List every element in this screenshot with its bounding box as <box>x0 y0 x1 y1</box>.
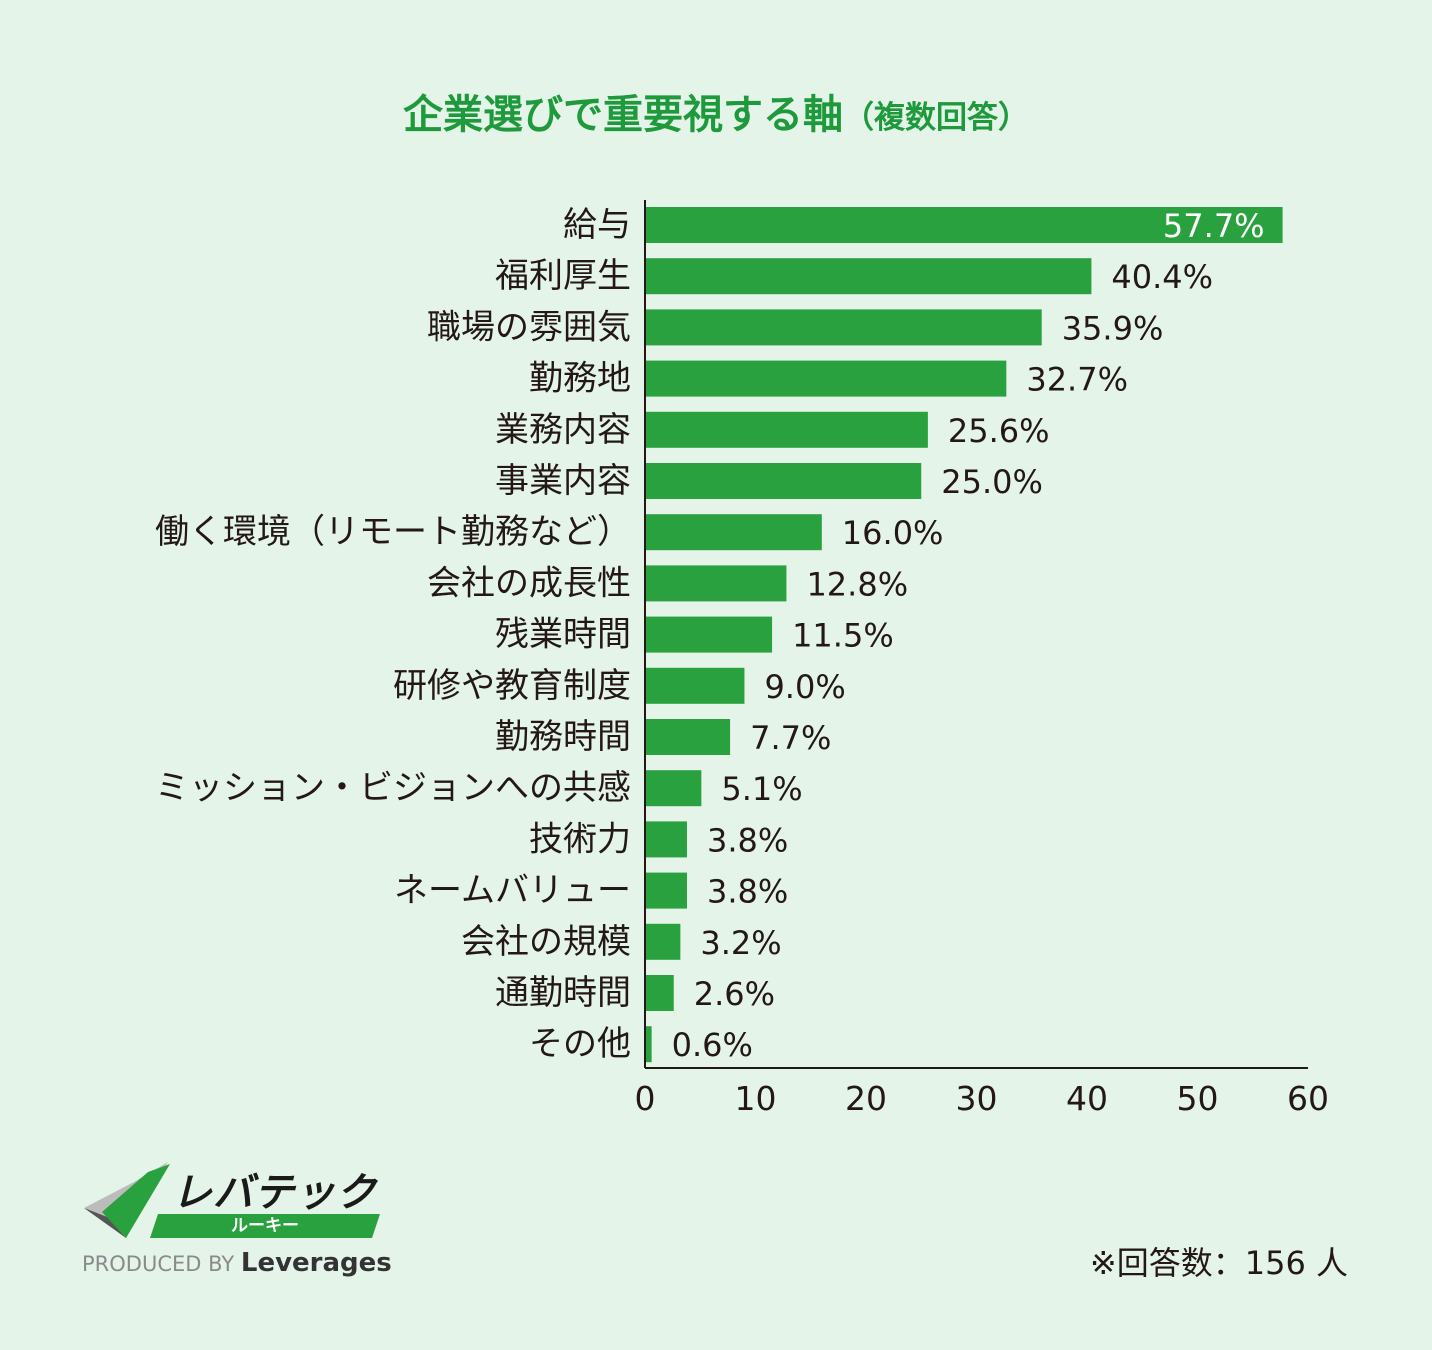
category-label: 技術力 <box>529 819 631 859</box>
x-tick-label: 40 <box>1066 1079 1108 1118</box>
value-label: 35.9% <box>1062 309 1164 347</box>
value-label: 25.0% <box>941 463 1043 501</box>
value-label: 3.8% <box>707 821 788 859</box>
value-label: 40.4% <box>1111 258 1213 296</box>
bar <box>645 719 731 755</box>
value-label: 7.7% <box>750 719 831 757</box>
x-tick-label: 30 <box>956 1079 998 1118</box>
bar <box>645 616 773 653</box>
value-label: 9.0% <box>764 668 845 706</box>
value-label: 12.8% <box>806 565 908 603</box>
bar <box>645 975 674 1011</box>
category-label: 通勤時間 <box>495 973 631 1013</box>
bar-chart: 給与 57.7% 福利厚生 40.4% 職場の雰囲気 35.9% 勤務地 32.7% 業務内容 2… <box>155 200 1329 1118</box>
chart-title-sub: （複数回答） <box>843 100 1029 136</box>
value-label: 57.7% <box>1163 207 1265 245</box>
brand-ribbon <box>150 1214 380 1238</box>
value-label: 32.7% <box>1026 361 1128 399</box>
category-label: 業務内容 <box>495 410 631 450</box>
category-label: 給与 <box>563 205 631 245</box>
value-label: 16.0% <box>842 514 944 552</box>
response-count-note: ※回答数：156 人 <box>1089 1244 1348 1282</box>
category-label: 残業時間 <box>495 615 631 655</box>
category-label: 会社の成長性 <box>427 563 631 603</box>
category-label: ミッション・ビジョンへの共感 <box>155 768 631 808</box>
bar <box>645 770 702 807</box>
bar <box>645 463 922 499</box>
chart-title-main: 企業選びで重要視する軸 <box>403 92 843 138</box>
leverages-logo-icon <box>84 1162 170 1238</box>
produced-by-label: PRODUCED BY <box>82 1252 235 1276</box>
category-label: 職場の雰囲気 <box>427 307 631 347</box>
bar <box>645 1026 652 1063</box>
bar <box>645 565 787 602</box>
x-tick-label: 20 <box>845 1079 887 1118</box>
value-label: 11.5% <box>792 617 894 655</box>
category-label: 事業内容 <box>495 461 631 501</box>
x-tick-label: 10 <box>735 1079 777 1118</box>
bar <box>645 309 1042 346</box>
x-tick-label: 50 <box>1177 1079 1219 1118</box>
bar <box>645 923 681 960</box>
brand-sub: ルーキー <box>231 1216 299 1236</box>
value-label: 3.2% <box>700 924 781 962</box>
x-tick-label: 60 <box>1287 1079 1329 1118</box>
category-label: 勤務地 <box>529 359 631 399</box>
bar <box>645 360 1007 397</box>
category-label: 研修や教育制度 <box>393 666 631 706</box>
value-label: 0.6% <box>672 1026 753 1064</box>
bar <box>645 514 822 551</box>
bar <box>645 821 687 858</box>
category-label: ネームバリュー <box>394 871 631 911</box>
brand-name: レバテック <box>172 1170 377 1216</box>
value-label: 5.1% <box>721 770 802 808</box>
category-label: 働く環境（リモート勤務など） <box>155 512 631 552</box>
bar <box>645 872 687 909</box>
value-label: 2.6% <box>694 975 775 1013</box>
value-label: 25.6% <box>948 412 1050 450</box>
category-label: その他 <box>529 1024 631 1064</box>
category-label: 会社の規模 <box>461 922 631 962</box>
bar <box>645 258 1092 295</box>
category-label: 福利厚生 <box>495 256 631 296</box>
bar <box>645 207 1283 243</box>
bar <box>645 667 745 704</box>
value-label: 3.8% <box>707 873 788 911</box>
chart-title: 企業選びで重要視する軸（複数回答） <box>0 82 1432 140</box>
bar <box>645 411 928 448</box>
x-tick-label: 0 <box>635 1079 656 1118</box>
company-name: Leverages <box>240 1248 392 1278</box>
category-label: 勤務時間 <box>495 717 631 757</box>
produced-by: PRODUCED BY Leverages <box>82 1248 392 1278</box>
